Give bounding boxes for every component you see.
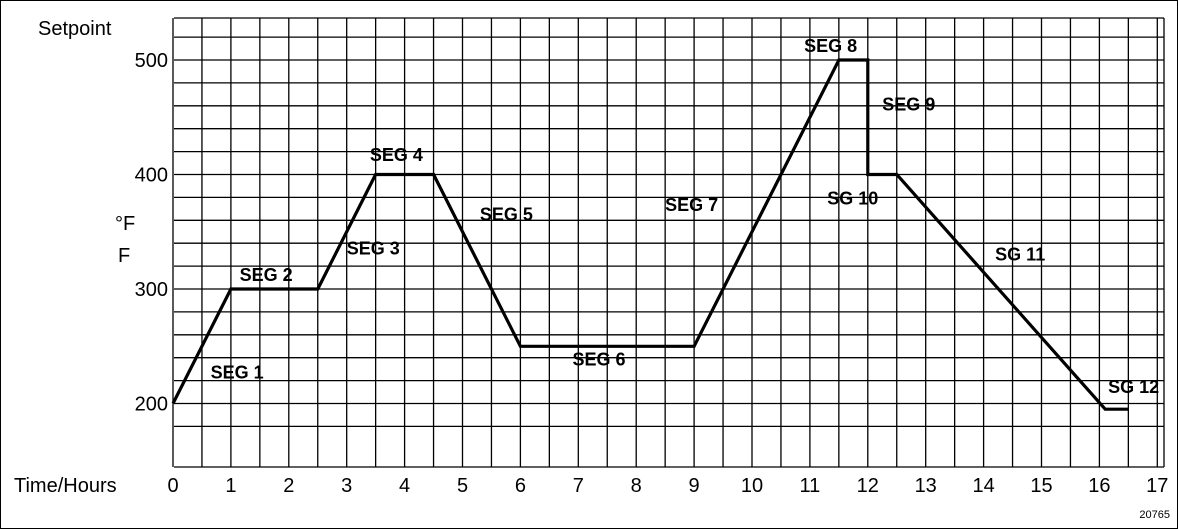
x-tick-label: 17 [1146, 475, 1168, 497]
segment-label: SEG 2 [240, 265, 293, 285]
x-tick-label: 13 [915, 475, 937, 497]
segment-label: SEG 8 [804, 36, 857, 56]
y-tick-label: 200 [135, 394, 168, 416]
grid [172, 17, 1165, 468]
y-tick-label: 300 [135, 279, 168, 301]
figure-number: 20765 [1139, 509, 1170, 521]
y-tick-label: 500 [135, 50, 168, 72]
x-tick-label: 3 [341, 475, 352, 497]
x-tick-label: 4 [399, 475, 410, 497]
x-tick-label: 6 [515, 475, 526, 497]
segment-label: SG 12 [1108, 377, 1159, 397]
x-tick-label: 1 [225, 475, 236, 497]
x-tick-label: 10 [741, 475, 763, 497]
x-tick-label: 14 [972, 475, 994, 497]
x-tick-label: 12 [857, 475, 879, 497]
x-tick-label: 8 [631, 475, 642, 497]
y-tick-label: 400 [135, 165, 168, 187]
x-axis-title: Time/Hours [14, 475, 117, 497]
y-axis-unit-line2: F [118, 245, 130, 267]
setpoint-profile-line [171, 58, 1129, 411]
axis-labels: Setpoint °F F Time/Hours 20765 [14, 18, 1170, 521]
segment-labels: SEG 1 SEG 2 SEG 3 SEG 4 SEG 5 SEG 6 SEG 7 SEG 8… [211, 36, 1159, 397]
x-tick-label: 11 [800, 475, 821, 497]
x-tick-label: 7 [573, 475, 584, 497]
segment-label: SEG 4 [370, 145, 423, 165]
x-tick-label: 5 [457, 475, 468, 497]
segment-label: SEG 1 [211, 362, 264, 382]
y-axis-unit-line1: °F [115, 213, 135, 235]
segment-label: SG 11 [995, 244, 1045, 264]
x-tick-label: 2 [283, 475, 294, 497]
segment-label: SEG 3 [347, 239, 400, 259]
segment-label: SEG 7 [665, 195, 718, 215]
segment-label: SEG 6 [573, 350, 626, 370]
segment-label: SEG 9 [882, 94, 935, 114]
x-tick-label: 16 [1088, 475, 1110, 497]
profile-series [171, 58, 1129, 411]
x-tick-label: 15 [1030, 475, 1052, 497]
y-axis-title: Setpoint [38, 18, 112, 40]
x-tick-label: 0 [167, 475, 178, 497]
segment-label: SG 10 [827, 188, 878, 208]
segment-label: SEG 5 [480, 204, 533, 224]
x-tick-label: 9 [689, 475, 700, 497]
